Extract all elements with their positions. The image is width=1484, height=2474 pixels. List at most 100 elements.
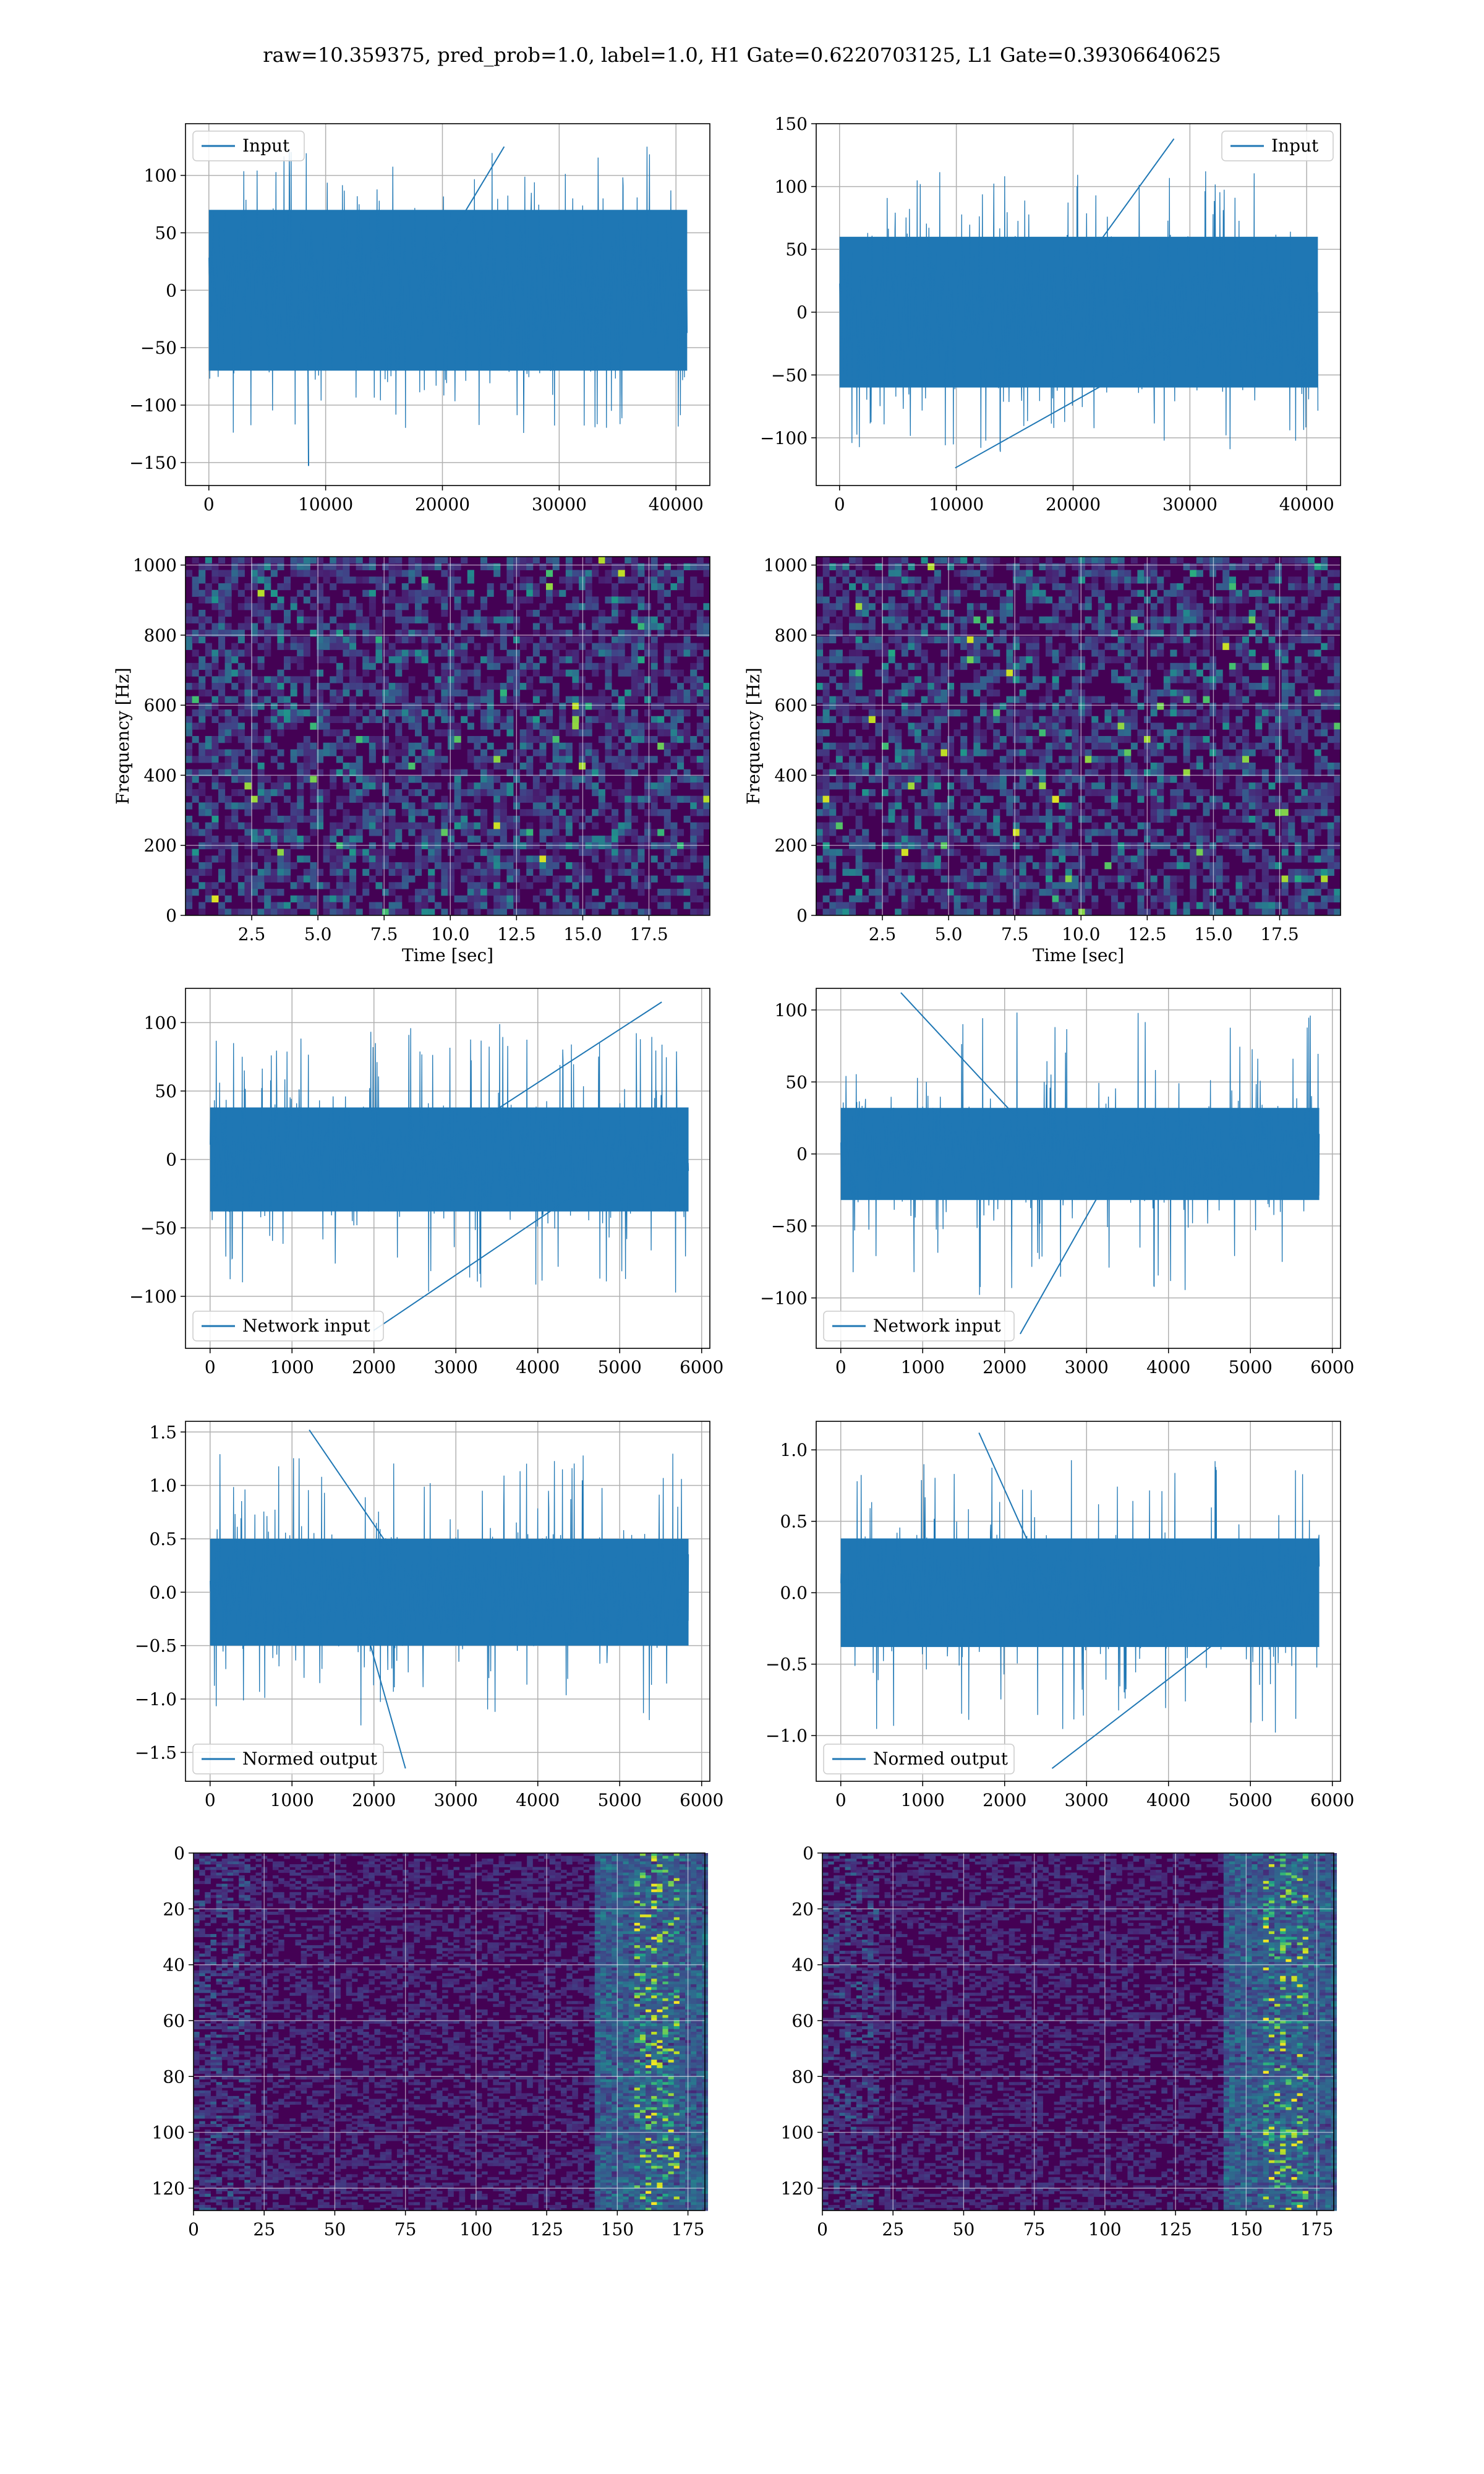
heatmap-cell bbox=[198, 690, 205, 696]
heatmap-cell bbox=[1137, 623, 1144, 630]
heatmap-cell bbox=[1020, 729, 1026, 736]
heatmap-cell bbox=[612, 729, 618, 736]
heatmap-cell bbox=[506, 649, 513, 656]
heatmap-cell bbox=[395, 663, 402, 670]
heatmap-cell bbox=[644, 736, 651, 743]
heatmap-cell bbox=[1334, 663, 1341, 670]
heatmap-cell bbox=[1033, 816, 1039, 823]
heatmap-cell bbox=[940, 663, 947, 670]
heatmap-cell bbox=[1137, 889, 1144, 896]
heatmap-cell bbox=[264, 862, 271, 869]
heatmap-cell bbox=[1006, 590, 1013, 597]
heatmap-cell bbox=[1157, 809, 1164, 816]
heatmap-cell bbox=[862, 842, 869, 849]
heatmap-cell bbox=[454, 683, 461, 690]
heatmap-cell bbox=[690, 796, 697, 803]
heatmap-cell bbox=[369, 909, 376, 915]
heatmap-cell bbox=[336, 630, 343, 636]
heatmap-cell bbox=[218, 610, 225, 617]
heatmap-cell bbox=[579, 869, 586, 876]
heatmap-cell bbox=[277, 862, 284, 869]
heatmap-cell bbox=[967, 782, 974, 789]
heatmap-cell bbox=[244, 802, 251, 809]
heatmap-cell bbox=[1282, 823, 1289, 829]
heatmap-cell bbox=[1137, 576, 1144, 583]
heatmap-cell bbox=[618, 610, 625, 617]
heatmap-cell bbox=[375, 636, 382, 643]
heatmap-cell bbox=[869, 756, 876, 763]
heatmap-cell bbox=[1065, 610, 1072, 617]
heatmap-cell bbox=[395, 683, 402, 690]
heatmap-cell bbox=[1235, 882, 1242, 889]
heatmap-cell bbox=[1124, 636, 1131, 643]
heatmap-cell bbox=[192, 617, 199, 623]
heatmap-cell bbox=[310, 902, 317, 909]
heatmap-cell bbox=[258, 749, 265, 756]
heatmap-cell bbox=[1111, 776, 1118, 782]
heatmap-cell bbox=[1183, 782, 1190, 789]
heatmap-cell bbox=[382, 909, 389, 915]
heatmap-cell bbox=[1334, 855, 1341, 862]
heatmap-cell bbox=[258, 836, 265, 842]
heatmap-cell bbox=[842, 596, 849, 603]
heatmap-cell bbox=[697, 809, 704, 816]
heatmap-cell bbox=[1006, 643, 1013, 650]
heatmap-cell bbox=[1315, 690, 1321, 696]
heatmap-cell bbox=[993, 636, 1000, 643]
heatmap-cell bbox=[231, 729, 238, 736]
heatmap-cell bbox=[836, 649, 843, 656]
heatmap-cell bbox=[1091, 663, 1098, 670]
heatmap-cell bbox=[271, 855, 278, 862]
heatmap-cell bbox=[1183, 802, 1190, 809]
heatmap-cell bbox=[1131, 576, 1138, 583]
heatmap-cell bbox=[264, 849, 271, 856]
x-tick-label: 20000 bbox=[1046, 494, 1101, 515]
heatmap-cell bbox=[1033, 649, 1039, 656]
heatmap-cell bbox=[435, 862, 441, 869]
heatmap-cell bbox=[441, 570, 448, 576]
heatmap-cell bbox=[474, 809, 480, 816]
heatmap-cell bbox=[244, 743, 251, 750]
heatmap-cell bbox=[264, 836, 271, 842]
heatmap-cell bbox=[677, 709, 684, 716]
heatmap-cell bbox=[244, 842, 251, 849]
x-tick-label: 2.5 bbox=[238, 924, 266, 944]
heatmap-cell bbox=[225, 610, 232, 617]
heatmap-cell bbox=[1039, 889, 1046, 896]
heatmap-cell bbox=[927, 690, 934, 696]
heatmap-cell bbox=[422, 749, 429, 756]
heatmap-cell bbox=[1078, 663, 1085, 670]
heatmap-cell bbox=[895, 716, 902, 723]
heatmap-cell bbox=[599, 776, 605, 782]
heatmap-cell bbox=[343, 670, 349, 677]
heatmap-cell bbox=[1170, 809, 1177, 816]
heatmap-cell bbox=[1288, 836, 1295, 842]
heatmap-cell bbox=[586, 876, 592, 883]
heatmap-cell bbox=[566, 696, 573, 703]
heatmap-cell bbox=[336, 849, 343, 856]
heatmap-cell bbox=[1222, 876, 1229, 883]
heatmap-cell bbox=[1255, 816, 1262, 823]
heatmap-cell bbox=[1262, 557, 1269, 563]
heatmap-cell bbox=[461, 809, 467, 816]
heatmap-cell bbox=[553, 557, 560, 563]
heatmap-cell bbox=[428, 690, 435, 696]
heatmap-cell bbox=[1334, 617, 1341, 623]
heatmap-cell bbox=[382, 855, 389, 862]
heatmap-cell bbox=[973, 736, 980, 743]
heatmap-cell bbox=[856, 670, 863, 677]
heatmap-cell bbox=[1275, 729, 1282, 736]
heatmap-cell bbox=[703, 862, 710, 869]
heatmap-cell bbox=[493, 869, 500, 876]
heatmap-cell bbox=[1242, 583, 1249, 590]
heatmap-cell bbox=[356, 896, 363, 902]
heatmap-cell bbox=[842, 882, 849, 889]
heatmap-cell bbox=[980, 816, 987, 823]
legend-label: Input bbox=[1271, 135, 1319, 156]
heatmap-cell bbox=[480, 690, 487, 696]
heatmap-cell bbox=[1308, 649, 1315, 656]
heatmap-cell bbox=[960, 736, 967, 743]
heatmap-cell bbox=[612, 656, 618, 663]
heatmap-cell bbox=[1268, 723, 1275, 730]
heatmap-cell bbox=[198, 576, 205, 583]
